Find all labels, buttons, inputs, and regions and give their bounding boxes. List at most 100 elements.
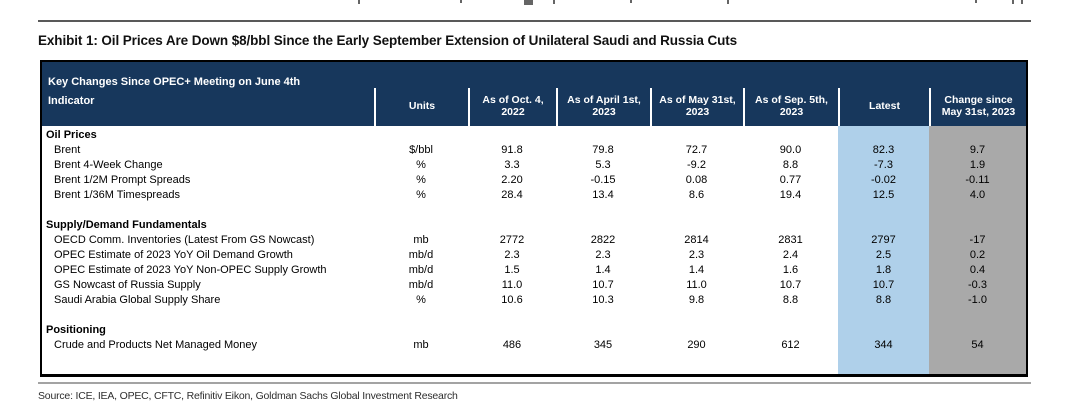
table-header-title: Key Changes Since OPEC+ Meeting on June … [48, 73, 300, 111]
table-header-title-line2: Indicator [48, 95, 95, 107]
value-cell: 10.7 [872, 279, 895, 291]
indicator-cell: Crude and Products Net Managed Money [54, 339, 258, 351]
source-line: Source: ICE, IEA, OPEC, CFTC, Refinitiv … [38, 390, 458, 402]
value-cell: 19.4 [779, 189, 802, 201]
table-row: GS Nowcast of Russia Supply mb/d 11.0 10.7 1… [42, 278, 1026, 293]
value-cell: 12.5 [872, 189, 895, 201]
value-cell: -0.15 [590, 174, 616, 186]
value-cell: 2831 [778, 234, 803, 246]
table-header-title-line1: Key Changes Since OPEC+ Meeting on June … [48, 76, 301, 88]
top-divider-rule [38, 20, 1031, 22]
value-cell: -0.3 [968, 279, 987, 291]
section-label: Positioning [46, 324, 106, 336]
value-cell: 8.8 [782, 294, 799, 306]
table-row: OECD Comm. Inventories (Latest From GS N… [42, 233, 1026, 248]
value-cell: 2.5 [875, 249, 892, 261]
indicator-cell: Brent 4-Week Change [54, 159, 163, 171]
value-cell: 8.8 [875, 294, 892, 306]
section-label-row: Positioning [42, 323, 1026, 338]
key-changes-table: Key Changes Since OPEC+ Meeting on June … [40, 60, 1028, 377]
value-cell: 612 [781, 339, 800, 351]
value-cell: 290 [687, 339, 706, 351]
value-cell: 90.0 [779, 144, 802, 156]
value-cell: 79.8 [592, 144, 614, 156]
table-row: Brent $/bbl 91.8 79.8 72.7 90.0 82.3 9.7 [42, 143, 1026, 158]
value-cell: 0.77 [779, 174, 802, 186]
bottom-divider-rule [38, 382, 1031, 384]
indicator-cell: Brent [54, 144, 81, 156]
column-header-as-of-april-1st: As of April 1st, 2023 [556, 88, 650, 126]
value-cell: 91.8 [501, 144, 523, 156]
value-cell: 0.08 [685, 174, 708, 186]
value-cell: -0.02 [870, 174, 897, 186]
value-cell: 2772 [499, 234, 525, 246]
value-cell: -9.2 [687, 159, 706, 171]
value-cell: 10.7 [779, 279, 802, 291]
indicator-cell: OPEC Estimate of 2023 YoY Oil Demand Gro… [54, 249, 293, 261]
table-header: Key Changes Since OPEC+ Meeting on June … [42, 62, 1026, 126]
units-cell: % [416, 159, 426, 171]
indicator-cell: OPEC Estimate of 2023 YoY Non-OPEC Suppl… [54, 264, 327, 276]
value-cell: 345 [593, 339, 613, 351]
table-body: Oil Prices Brent $/bbl 91.8 79.8 72.7 90.0 82.3… [42, 126, 1026, 374]
value-cell: 11.0 [501, 279, 523, 291]
units-cell: % [416, 189, 426, 201]
value-cell: 2797 [871, 234, 896, 246]
indicator-cell: OECD Comm. Inventories (Latest From GS N… [54, 234, 315, 246]
change-column-highlight [929, 126, 1026, 374]
indicator-cell: GS Nowcast of Russia Supply [54, 279, 201, 291]
latest-column-highlight [838, 126, 929, 374]
spacer-row [42, 308, 1026, 323]
units-cell: mb/d [408, 249, 434, 261]
value-cell: 2.3 [595, 249, 611, 261]
section-label: Supply/Demand Fundamentals [46, 219, 207, 231]
column-header-change-since: Change since May 31st, 2023 [929, 88, 1026, 126]
value-cell: 10.3 [592, 294, 614, 306]
table-row: Brent 4-Week Change% 3.3 5.3 -9.2 8.8 -7.3 1.9 [42, 158, 1026, 173]
spacer-row [42, 203, 1026, 218]
table-row: Crude and Products Net Managed Money mb 48… [42, 338, 1026, 353]
section-label: Oil Prices [46, 129, 97, 141]
value-cell: -1.0 [968, 294, 987, 306]
value-cell: 9.7 [969, 144, 986, 156]
table-row: OPEC Estimate of 2023 YoY Oil Demand Gro… [42, 248, 1026, 263]
value-cell: 9.8 [688, 294, 705, 306]
value-cell: 1.5 [504, 264, 520, 276]
column-header-as-of-may-31st: As of May 31st, 2023 [650, 88, 743, 126]
value-cell: -17 [969, 234, 986, 246]
table-row: Brent 1/2M Prompt Spreads% 2.20 -0.15 0.08 0… [42, 173, 1026, 188]
value-cell: 28.4 [501, 189, 523, 201]
value-cell: -7.3 [874, 159, 893, 171]
value-cell: 1.4 [688, 264, 705, 276]
value-cell: 344 [874, 339, 893, 351]
units-cell: mb [413, 339, 429, 351]
value-cell: 2.3 [688, 249, 705, 261]
value-cell: 8.8 [782, 159, 799, 171]
value-cell: 2822 [590, 234, 616, 246]
column-header-as-of-oct-4: As of Oct. 4, 2022 [468, 88, 556, 126]
value-cell: 2.3 [504, 249, 520, 261]
value-cell: 10.6 [501, 294, 523, 306]
units-cell: mb [413, 234, 429, 246]
value-cell: 1.9 [969, 159, 986, 171]
value-cell: 11.0 [686, 279, 707, 291]
value-cell: 1.4 [595, 264, 611, 276]
value-cell: 0.4 [969, 264, 986, 276]
units-cell: mb/d [408, 279, 434, 291]
value-cell: -0.11 [965, 174, 990, 186]
table-row: Saudi Arabia Global Supply Share% 10.6 10.… [42, 293, 1026, 308]
value-cell: 4.0 [969, 189, 986, 201]
units-cell: % [416, 294, 426, 306]
value-cell: 2.20 [501, 174, 523, 186]
value-cell: 82.3 [872, 144, 895, 156]
units-cell: % [416, 174, 426, 186]
units-cell: mb/d [408, 264, 434, 276]
value-cell: 5.3 [595, 159, 611, 171]
column-header-units: Units [374, 88, 468, 126]
column-header-as-of-sep-5th: As of Sep. 5th, 2023 [743, 88, 838, 126]
value-cell: 10.7 [592, 279, 614, 291]
value-cell: 13.4 [592, 189, 614, 201]
column-header-latest: Latest [838, 88, 929, 126]
indicator-cell: Brent 1/36M Timespreads [54, 189, 180, 201]
indicator-cell: Saudi Arabia Global Supply Share [54, 294, 221, 306]
